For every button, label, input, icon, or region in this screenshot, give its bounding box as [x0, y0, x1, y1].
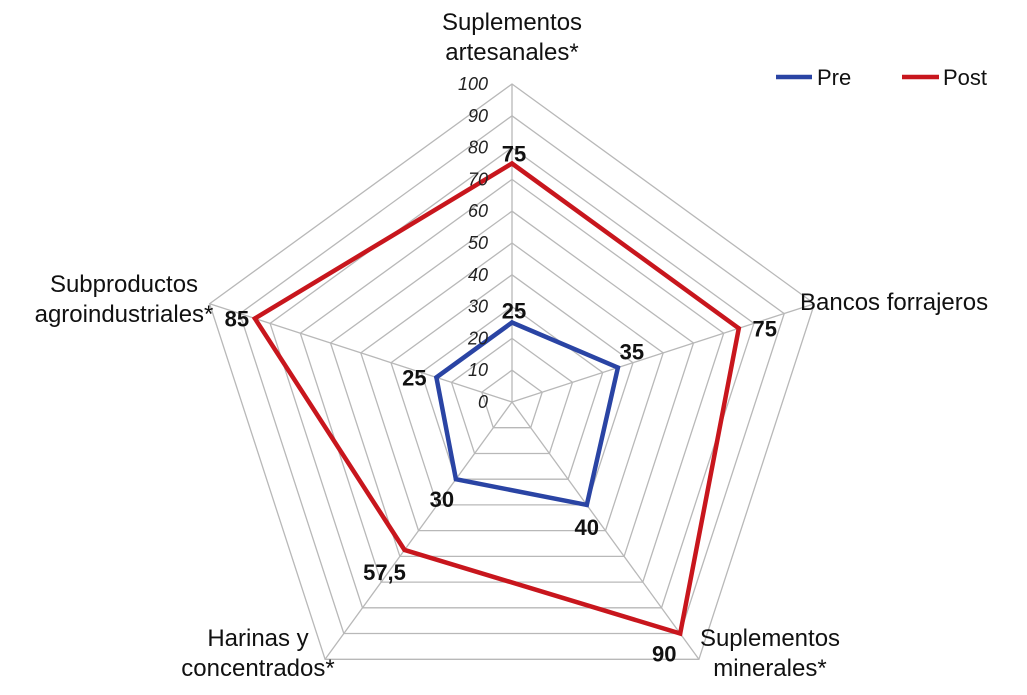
series-post-point-3	[402, 547, 407, 553]
tick-label-60: 60	[468, 201, 488, 221]
radial-tick-labels: 0 10 20 30 40 50 60 70 80 90 100	[458, 74, 488, 412]
tick-label-90: 90	[468, 106, 488, 126]
tick-label-0: 0	[478, 392, 488, 412]
spoke-2	[511, 401, 700, 660]
tick-label-50: 50	[468, 233, 488, 253]
data-label-post-4: 85	[225, 307, 249, 332]
radar-grid	[208, 83, 816, 660]
data-label-post-3: 57,5	[363, 560, 406, 585]
tick-label-100: 100	[458, 74, 488, 94]
category-label-4-line-0: Subproductos	[50, 271, 198, 298]
tick-label-20: 20	[467, 328, 488, 348]
category-label-3: Harinas y concentrados*	[181, 625, 334, 682]
legend-label-post: Post	[943, 65, 987, 90]
series-post-point-2	[678, 631, 683, 636]
series-pre-line	[433, 319, 621, 508]
category-label-3-line-0: Harinas y	[207, 625, 308, 652]
category-label-2-line-1: minerales*	[713, 655, 826, 682]
data-label-post-0: 75	[502, 142, 526, 167]
category-label-2: Suplementos minerales*	[700, 625, 840, 682]
series-post-point-1	[736, 326, 741, 331]
category-label-4: Subproductos agroindustriales*	[35, 271, 214, 328]
legend-label-pre: Pre	[817, 65, 851, 90]
category-label-2-line-0: Suplementos	[700, 625, 840, 652]
data-label-pre-0: 25	[502, 299, 526, 324]
grid-ring-100	[208, 83, 816, 660]
category-label-0-line-1: artesanales*	[445, 39, 578, 66]
category-label-1-line-0: Bancos forrajeros	[800, 289, 988, 316]
spoke-3	[324, 401, 513, 660]
category-label-3-line-1: concentrados*	[181, 655, 334, 682]
grid-ring-30	[420, 305, 604, 480]
series-pre-point-3	[453, 477, 459, 482]
legend: Pre Post	[776, 65, 987, 90]
grid-ring-50	[360, 242, 664, 532]
category-label-4-line-1: agroindustriales*	[35, 301, 214, 328]
series-pre-point-0	[509, 320, 515, 325]
series-post-point-0	[509, 161, 515, 166]
grid-ring-80	[269, 146, 755, 609]
tick-label-10: 10	[468, 360, 488, 380]
data-labels: 25 35 40 30 25 75 75 90 57,5 85	[225, 142, 777, 667]
data-label-post-1: 75	[753, 316, 777, 341]
spoke-1	[511, 303, 815, 403]
series-post-point-4	[252, 316, 258, 321]
tick-label-80: 80	[468, 138, 488, 158]
data-label-pre-2: 40	[575, 515, 599, 540]
data-label-pre-4: 25	[402, 365, 426, 390]
grid-ring-10	[481, 369, 543, 429]
spoke-4	[209, 303, 513, 403]
category-label-0: Suplementos artesanales*	[442, 9, 582, 66]
radar-series	[251, 160, 742, 637]
grid-ring-90	[239, 114, 785, 635]
tick-label-30: 30	[468, 297, 488, 317]
grid-ring-20	[450, 337, 574, 455]
data-label-pre-3: 30	[430, 487, 454, 512]
series-pre-point-2	[584, 502, 589, 508]
series-pre-point-4	[434, 375, 439, 380]
category-label-0-line-0: Suplementos	[442, 9, 582, 36]
tick-label-40: 40	[468, 265, 488, 285]
series-pre-point-1	[615, 365, 621, 370]
category-labels: Suplementos artesanales* Bancos forrajeros…	[35, 9, 988, 682]
data-label-pre-1: 35	[620, 340, 644, 365]
series-post-line	[251, 160, 742, 637]
grid-ring-40	[390, 273, 634, 506]
tick-label-70: 70	[468, 169, 488, 189]
data-label-post-2: 90	[652, 642, 676, 667]
category-label-1: Bancos forrajeros	[800, 289, 988, 316]
grid-ring-60	[329, 210, 695, 558]
